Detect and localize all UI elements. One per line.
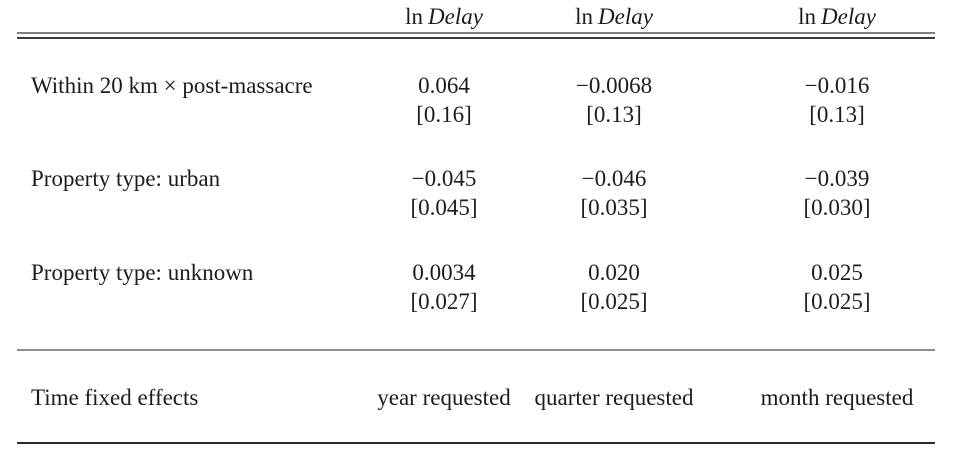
header-ln-prefix: ln <box>405 4 423 29</box>
standard-error: [0.13] <box>586 102 642 127</box>
standard-error: [0.025] <box>803 289 871 314</box>
table-row: Within 20 km × post-massacre 0.064 [0.16… <box>17 71 935 129</box>
row-label: Property type: urban <box>31 166 221 191</box>
result-cell: −0.016 [0.13] <box>697 71 935 129</box>
coefficient-value: 0.064 <box>418 73 470 98</box>
result-cell: −0.0068 [0.13] <box>531 71 697 129</box>
header-rule-upper <box>17 32 935 34</box>
bottom-rule <box>17 442 935 444</box>
standard-error: [0.030] <box>803 195 871 220</box>
coefficient-value: 0.0034 <box>412 260 476 285</box>
standard-error: [0.16] <box>416 102 472 127</box>
fixed-effects-value: year requested <box>377 385 511 410</box>
coefficient-value: 0.025 <box>811 260 863 285</box>
coefficient-value: −0.046 <box>581 166 647 191</box>
header-delay-term: Delay <box>428 4 483 29</box>
row-label: Time fixed effects <box>31 385 199 410</box>
table-row: Property type: unknown 0.0034 [0.027] 0.… <box>17 258 935 316</box>
fixed-effects-value: quarter requested <box>534 385 694 410</box>
result-cell: −0.046 [0.035] <box>531 164 697 222</box>
table-header-row: ln Delay ln Delay ln Delay <box>17 4 935 30</box>
column-header-3: ln Delay <box>697 4 935 30</box>
header-ln-prefix: ln <box>798 4 816 29</box>
header-delay-term: Delay <box>821 4 876 29</box>
header-empty-cell <box>17 4 357 30</box>
result-cell: 0.020 [0.025] <box>531 258 697 316</box>
column-header-2: ln Delay <box>531 4 697 30</box>
standard-error: [0.027] <box>410 289 478 314</box>
standard-error: [0.13] <box>809 102 865 127</box>
column-header-1: ln Delay <box>357 4 531 30</box>
standard-error: [0.045] <box>410 195 478 220</box>
result-cell: 0.064 [0.16] <box>357 71 531 129</box>
regression-table: ln Delay ln Delay ln Delay Within 20 km × p… <box>17 0 935 453</box>
fixed-effects-row: Time fixed effects year requested quarte… <box>17 383 935 412</box>
section-divider-rule <box>17 349 935 351</box>
result-cell: −0.045 [0.045] <box>357 164 531 222</box>
coefficient-value: −0.016 <box>804 73 870 98</box>
result-cell: 0.025 [0.025] <box>697 258 935 316</box>
row-label: Within 20 km × post-massacre <box>31 73 313 98</box>
result-cell: −0.039 [0.030] <box>697 164 935 222</box>
header-delay-term: Delay <box>598 4 653 29</box>
coefficient-value: −0.039 <box>804 166 870 191</box>
result-cell: 0.0034 [0.027] <box>357 258 531 316</box>
header-rule-lower <box>17 37 935 39</box>
standard-error: [0.035] <box>580 195 648 220</box>
coefficient-value: 0.020 <box>588 260 640 285</box>
coefficient-value: −0.0068 <box>575 73 653 98</box>
row-label: Property type: unknown <box>31 260 254 285</box>
standard-error: [0.025] <box>580 289 648 314</box>
coefficient-value: −0.045 <box>411 166 477 191</box>
header-ln-prefix: ln <box>575 4 593 29</box>
fixed-effects-value: month requested <box>760 385 914 410</box>
table-row: Property type: urban −0.045 [0.045] −0.0… <box>17 164 935 222</box>
